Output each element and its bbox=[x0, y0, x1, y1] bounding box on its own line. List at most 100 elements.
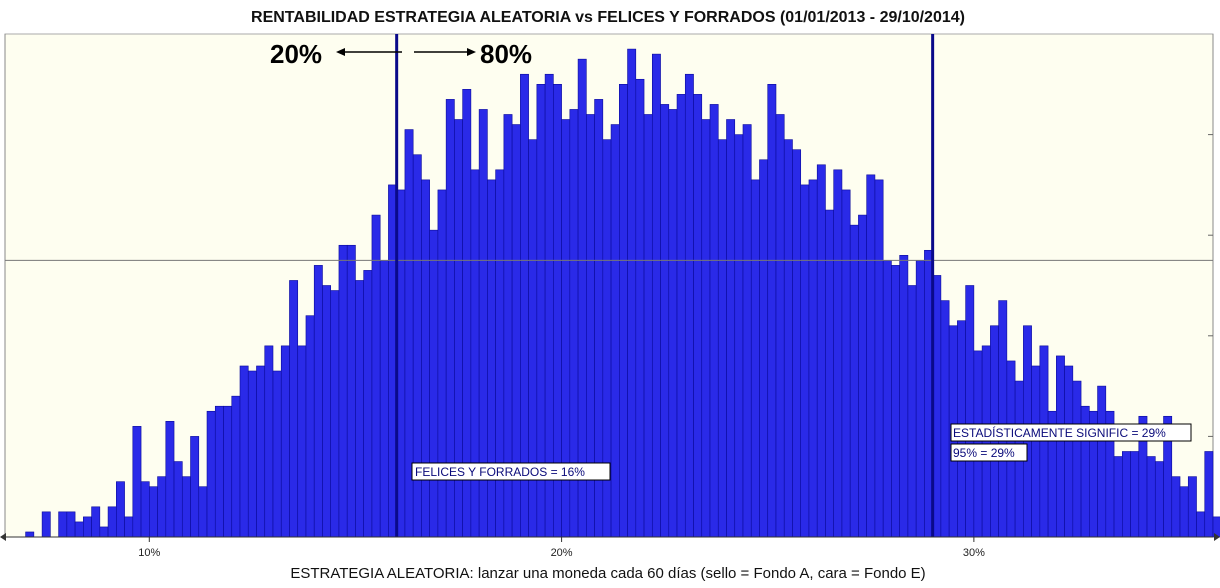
histogram-bar bbox=[41, 511, 51, 538]
histogram-bar bbox=[1171, 476, 1181, 538]
histogram-bar bbox=[635, 78, 645, 538]
histogram-bar bbox=[330, 290, 340, 538]
felices-y-forrados-label-box: FELICES Y FORRADOS = 16% bbox=[411, 462, 611, 481]
histogram-bar bbox=[775, 114, 785, 538]
right-axis-ticks bbox=[1208, 134, 1213, 437]
histogram-bar bbox=[726, 119, 736, 538]
histogram-bar bbox=[684, 73, 694, 538]
histogram-bar bbox=[882, 260, 892, 538]
significance-label: ESTADÍSTICAMENTE SIGNIFIC = 29% bbox=[953, 425, 1166, 440]
histogram-bar bbox=[742, 124, 752, 538]
x-tick-label: 20% bbox=[551, 547, 573, 559]
x-axis-left-arrow-icon bbox=[0, 533, 6, 541]
histogram-bar bbox=[767, 84, 777, 538]
histogram-bar bbox=[99, 526, 109, 538]
histogram-bar bbox=[627, 48, 637, 538]
histogram-bar bbox=[1113, 456, 1123, 538]
histogram-bar bbox=[338, 244, 348, 538]
histogram-bar bbox=[750, 179, 760, 538]
histogram-bar bbox=[759, 159, 769, 538]
histogram-bar bbox=[355, 280, 364, 538]
chart-title: RENTABILIDAD ESTRATEGIA ALEATORIA vs FEL… bbox=[251, 9, 965, 26]
histogram-bar bbox=[421, 179, 430, 538]
histogram-bar bbox=[132, 426, 142, 538]
histogram-bar bbox=[272, 370, 282, 538]
histogram-bar bbox=[1154, 461, 1164, 538]
histogram-bar bbox=[107, 506, 117, 538]
histogram-bar bbox=[429, 229, 439, 538]
histogram-bar bbox=[140, 481, 150, 538]
histogram-bar bbox=[1031, 365, 1041, 538]
histogram-bar bbox=[214, 405, 224, 538]
histogram-bar bbox=[206, 410, 216, 538]
histogram-bar bbox=[907, 285, 917, 538]
histogram-bar bbox=[157, 476, 167, 538]
histogram-bar bbox=[651, 53, 661, 538]
histogram-bar bbox=[1056, 355, 1065, 538]
histogram-bar bbox=[734, 134, 744, 538]
histogram-bar bbox=[289, 280, 299, 538]
histogram-bar bbox=[1097, 385, 1107, 538]
histogram-bar bbox=[223, 405, 233, 538]
histogram-bar bbox=[346, 244, 356, 538]
histogram-bar bbox=[899, 255, 909, 538]
histogram-bar bbox=[717, 139, 727, 538]
x-axis-right-arrow-icon bbox=[1214, 533, 1220, 541]
histogram-bar bbox=[643, 114, 653, 538]
histogram-bar bbox=[891, 265, 900, 538]
histogram-bar bbox=[866, 174, 876, 538]
histogram-bar bbox=[1072, 380, 1082, 538]
histogram-bar bbox=[825, 209, 835, 538]
histogram-bar bbox=[701, 119, 711, 538]
histogram-bar bbox=[256, 365, 266, 538]
histogram-bar bbox=[231, 395, 241, 538]
histogram-bar bbox=[58, 511, 68, 538]
histogram-bar bbox=[792, 149, 802, 538]
histogram-bar bbox=[998, 300, 1008, 538]
felices-y-forrados-label: FELICES Y FORRADOS = 16% bbox=[415, 465, 585, 479]
histogram-bar bbox=[676, 94, 686, 538]
histogram-bar bbox=[83, 516, 92, 538]
histogram-bar bbox=[280, 345, 290, 538]
histogram-bar bbox=[940, 300, 950, 538]
histogram-bar bbox=[91, 506, 101, 538]
histogram-bar bbox=[1187, 476, 1197, 538]
histogram-bar bbox=[783, 139, 793, 538]
histogram-bar bbox=[1204, 451, 1214, 538]
histogram-bar bbox=[858, 214, 867, 538]
histogram-bar bbox=[487, 179, 496, 538]
x-tick-label: 30% bbox=[963, 547, 985, 559]
histogram-bar bbox=[181, 476, 191, 538]
histogram-bar bbox=[841, 189, 851, 538]
histogram-bar bbox=[1064, 365, 1074, 538]
histogram-bar bbox=[322, 285, 332, 538]
percentile-95-label: 95% = 29% bbox=[953, 446, 1015, 460]
histogram-bar bbox=[363, 270, 373, 538]
histogram-bar bbox=[124, 516, 134, 538]
histogram-bar bbox=[709, 104, 719, 538]
histogram-bar bbox=[610, 124, 620, 538]
histogram-bar bbox=[1122, 451, 1131, 538]
histogram-bar bbox=[874, 179, 884, 538]
left-arrow-icon bbox=[336, 48, 402, 56]
x-tick-label: 10% bbox=[138, 547, 160, 559]
histogram-bar bbox=[816, 164, 826, 538]
histogram-bar bbox=[619, 84, 628, 538]
histogram-bar bbox=[1130, 451, 1140, 538]
histogram-bar bbox=[965, 285, 975, 538]
histogram-bar bbox=[1146, 456, 1156, 538]
histogram-bar bbox=[313, 265, 323, 538]
percentile-95-label-box: 95% = 29% bbox=[950, 443, 1028, 462]
histogram-bar bbox=[668, 109, 678, 538]
histogram-bar bbox=[74, 521, 84, 538]
histogram-bar bbox=[833, 169, 843, 538]
histogram-bar bbox=[1196, 511, 1206, 538]
histogram-bar bbox=[149, 486, 158, 538]
histogram-bar bbox=[495, 169, 505, 538]
histogram-bar bbox=[239, 365, 249, 538]
histogram-bar bbox=[915, 260, 925, 538]
histogram-bar bbox=[264, 345, 274, 538]
histogram-bar bbox=[371, 214, 381, 538]
x-axis-ticks: 10% 20% 30% bbox=[138, 537, 985, 559]
